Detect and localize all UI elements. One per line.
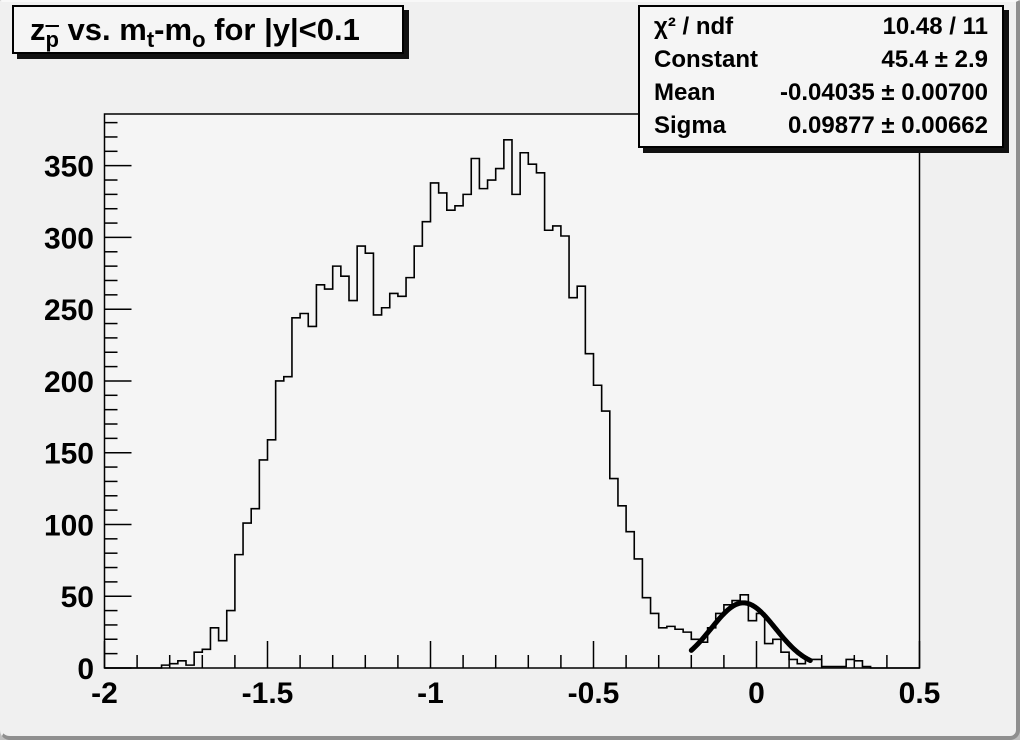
- plot-frame: [103, 113, 921, 669]
- x-tick-label: -0.5: [568, 677, 620, 710]
- x-tick-label: -1: [417, 677, 444, 710]
- y-tick-label: 200: [44, 366, 94, 399]
- x-tick-label: 0.5: [899, 677, 941, 710]
- y-tick-label: 50: [61, 581, 94, 614]
- stats-label-sigma: Sigma: [654, 111, 727, 139]
- title-sub-o: o: [192, 26, 206, 52]
- title-text-rest: for |y|<0.1: [205, 11, 360, 47]
- title-text-minus-m: -m: [154, 11, 193, 47]
- x-tick-label: -1.5: [242, 677, 294, 710]
- title-sub-pbar: p: [45, 26, 59, 52]
- x-tick-label: -2: [91, 677, 118, 710]
- stats-label-mean: Mean: [654, 78, 716, 106]
- y-tick-label: 350: [44, 151, 94, 184]
- stats-label-chi2: χ² / ndf: [654, 13, 734, 41]
- stats-value-sigma: 0.09877 ± 0.00662: [787, 111, 988, 139]
- title-text-z: z: [30, 11, 46, 47]
- stats-row-sigma: Sigma 0.09877 ± 0.00662: [654, 110, 988, 142]
- stats-value-constant: 45.4 ± 2.9: [881, 46, 988, 74]
- title-text-vs: vs. m: [58, 11, 147, 47]
- stats-value-chi2: 10.48 / 11: [882, 13, 988, 41]
- stats-value-mean: -0.04035 ± 0.00700: [779, 78, 988, 106]
- stats-row-chi2: χ² / ndf 10.48 / 11: [654, 11, 988, 43]
- fit-stats-box: χ² / ndf 10.48 / 11 Constant 45.4 ± 2.9 …: [638, 5, 1004, 148]
- y-tick-label: 100: [44, 509, 94, 542]
- title-sub-t: t: [146, 26, 155, 52]
- y-tick-label: 0: [77, 653, 94, 686]
- histogram-step-line: [104, 139, 920, 669]
- y-tick-label: 300: [44, 222, 94, 255]
- gaussian-fit-curve: [688, 600, 813, 663]
- y-tick-label: 250: [44, 294, 94, 327]
- stats-label-constant: Constant: [654, 46, 758, 74]
- stats-row-mean: Mean -0.04035 ± 0.00700: [654, 77, 988, 109]
- y-tick-label: 150: [44, 438, 94, 471]
- x-tick-label: 0: [748, 677, 765, 710]
- stats-row-constant: Constant 45.4 ± 2.9: [654, 44, 988, 76]
